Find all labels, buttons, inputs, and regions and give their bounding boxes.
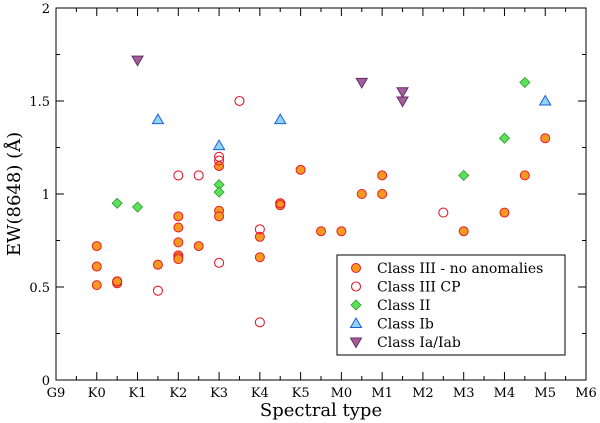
x-tick-label: K3 [210, 386, 228, 401]
legend-label: Class II [377, 298, 430, 314]
data-point-series-2 [254, 317, 265, 328]
data-point-series-3 [213, 186, 225, 198]
legend-label: Class Ia/Iab [377, 335, 461, 351]
data-point-series-1 [377, 189, 388, 199]
x-tick-label: K1 [129, 386, 147, 401]
x-tick-label: M1 [371, 386, 393, 401]
x-tick-label: M2 [412, 386, 434, 401]
data-point-series-1 [519, 170, 530, 181]
data-point-series-4 [151, 113, 165, 125]
data-point-series-3 [111, 197, 123, 209]
x-tick-label: K0 [88, 386, 106, 401]
axis-ticks [55, 7, 587, 381]
x-axis-title: Spectral type [260, 400, 382, 421]
data-point-series-2 [438, 207, 449, 218]
data-point-series-3 [458, 169, 470, 181]
y-tick-label: 1 [42, 188, 50, 203]
y-tick-label: 0.5 [29, 281, 50, 296]
data-point-series-1 [254, 252, 265, 263]
x-tick-label: K5 [292, 386, 310, 401]
data-point-series-3 [131, 201, 144, 213]
legend-box [336, 254, 566, 356]
data-point-series-1 [377, 170, 388, 181]
data-point-series-1 [91, 261, 102, 272]
data-point-series-2 [193, 170, 204, 181]
data-point-series-2 [275, 198, 286, 209]
legend-label: Class III - no anomalies [377, 261, 543, 277]
x-tick-label: G9 [47, 386, 66, 401]
y-tick-label: 1.5 [29, 95, 50, 110]
data-point-series-1 [91, 241, 102, 252]
x-tick-label: M5 [534, 386, 556, 401]
data-point-series-1 [499, 207, 510, 218]
x-tick-label: K4 [251, 386, 269, 401]
legend-marker [349, 337, 363, 349]
data-point-series-2 [214, 257, 225, 268]
data-point-series-2 [234, 95, 245, 107]
x-tick-label: M3 [453, 386, 475, 401]
data-point-series-4 [212, 139, 226, 151]
data-point-series-4 [273, 113, 287, 125]
data-point-series-2 [254, 224, 265, 235]
legend-marker [350, 281, 362, 292]
data-point-series-1 [173, 254, 184, 265]
data-point-series-1 [173, 222, 184, 233]
legend-label: Class III CP [377, 280, 461, 296]
data-point-series-1 [356, 189, 367, 199]
data-point-series-5 [355, 77, 369, 89]
data-point-series-1 [295, 164, 306, 175]
x-tick-label: M0 [331, 386, 353, 401]
data-point-series-1 [193, 241, 204, 252]
data-point-series-1 [214, 211, 225, 222]
x-tick-label: M4 [494, 386, 516, 401]
data-point-series-5 [396, 96, 409, 108]
data-point-series-1 [173, 237, 184, 248]
x-tick-label: M6 [575, 386, 597, 401]
legend-marker [350, 299, 362, 311]
data-point-series-4 [538, 94, 552, 106]
legend: Class III - no anomalies Class III CP Clas… [336, 254, 566, 356]
x-tick-label: K2 [169, 386, 187, 401]
y-tick-label: 2 [42, 2, 50, 17]
data-point-series-1 [254, 231, 265, 242]
y-axis-title: EW(8648) (Å) [3, 132, 25, 256]
data-point-series-1 [316, 226, 326, 237]
legend-marker [351, 263, 361, 273]
data-point-series-5 [131, 55, 144, 67]
data-point-series-5 [396, 87, 409, 99]
data-point-series-1 [336, 226, 347, 237]
axis-tick-labels: G9 K0 K1 K2 K3 K4 K5 M0 M1 M2 M3 M4 M5 M6 0 0.5 1 1.5 2 [29, 2, 596, 401]
data-point-series-1 [540, 133, 551, 144]
data-point-series-2 [152, 285, 163, 296]
legend-label: Class Ib [377, 317, 434, 333]
data-point-series-2 [214, 151, 225, 162]
data-point-series-2 [214, 155, 225, 166]
data-points [91, 55, 552, 328]
legend-marker [349, 317, 363, 328]
data-point-series-1 [173, 211, 184, 222]
data-point-series-2 [112, 276, 123, 287]
data-point-series-1 [152, 259, 163, 270]
data-point-series-2 [173, 170, 184, 181]
data-point-series-3 [498, 132, 511, 144]
data-point-series-1 [91, 280, 102, 291]
y-tick-label: 0 [42, 374, 50, 389]
data-point-series-3 [519, 76, 531, 88]
data-point-series-1 [458, 226, 469, 237]
